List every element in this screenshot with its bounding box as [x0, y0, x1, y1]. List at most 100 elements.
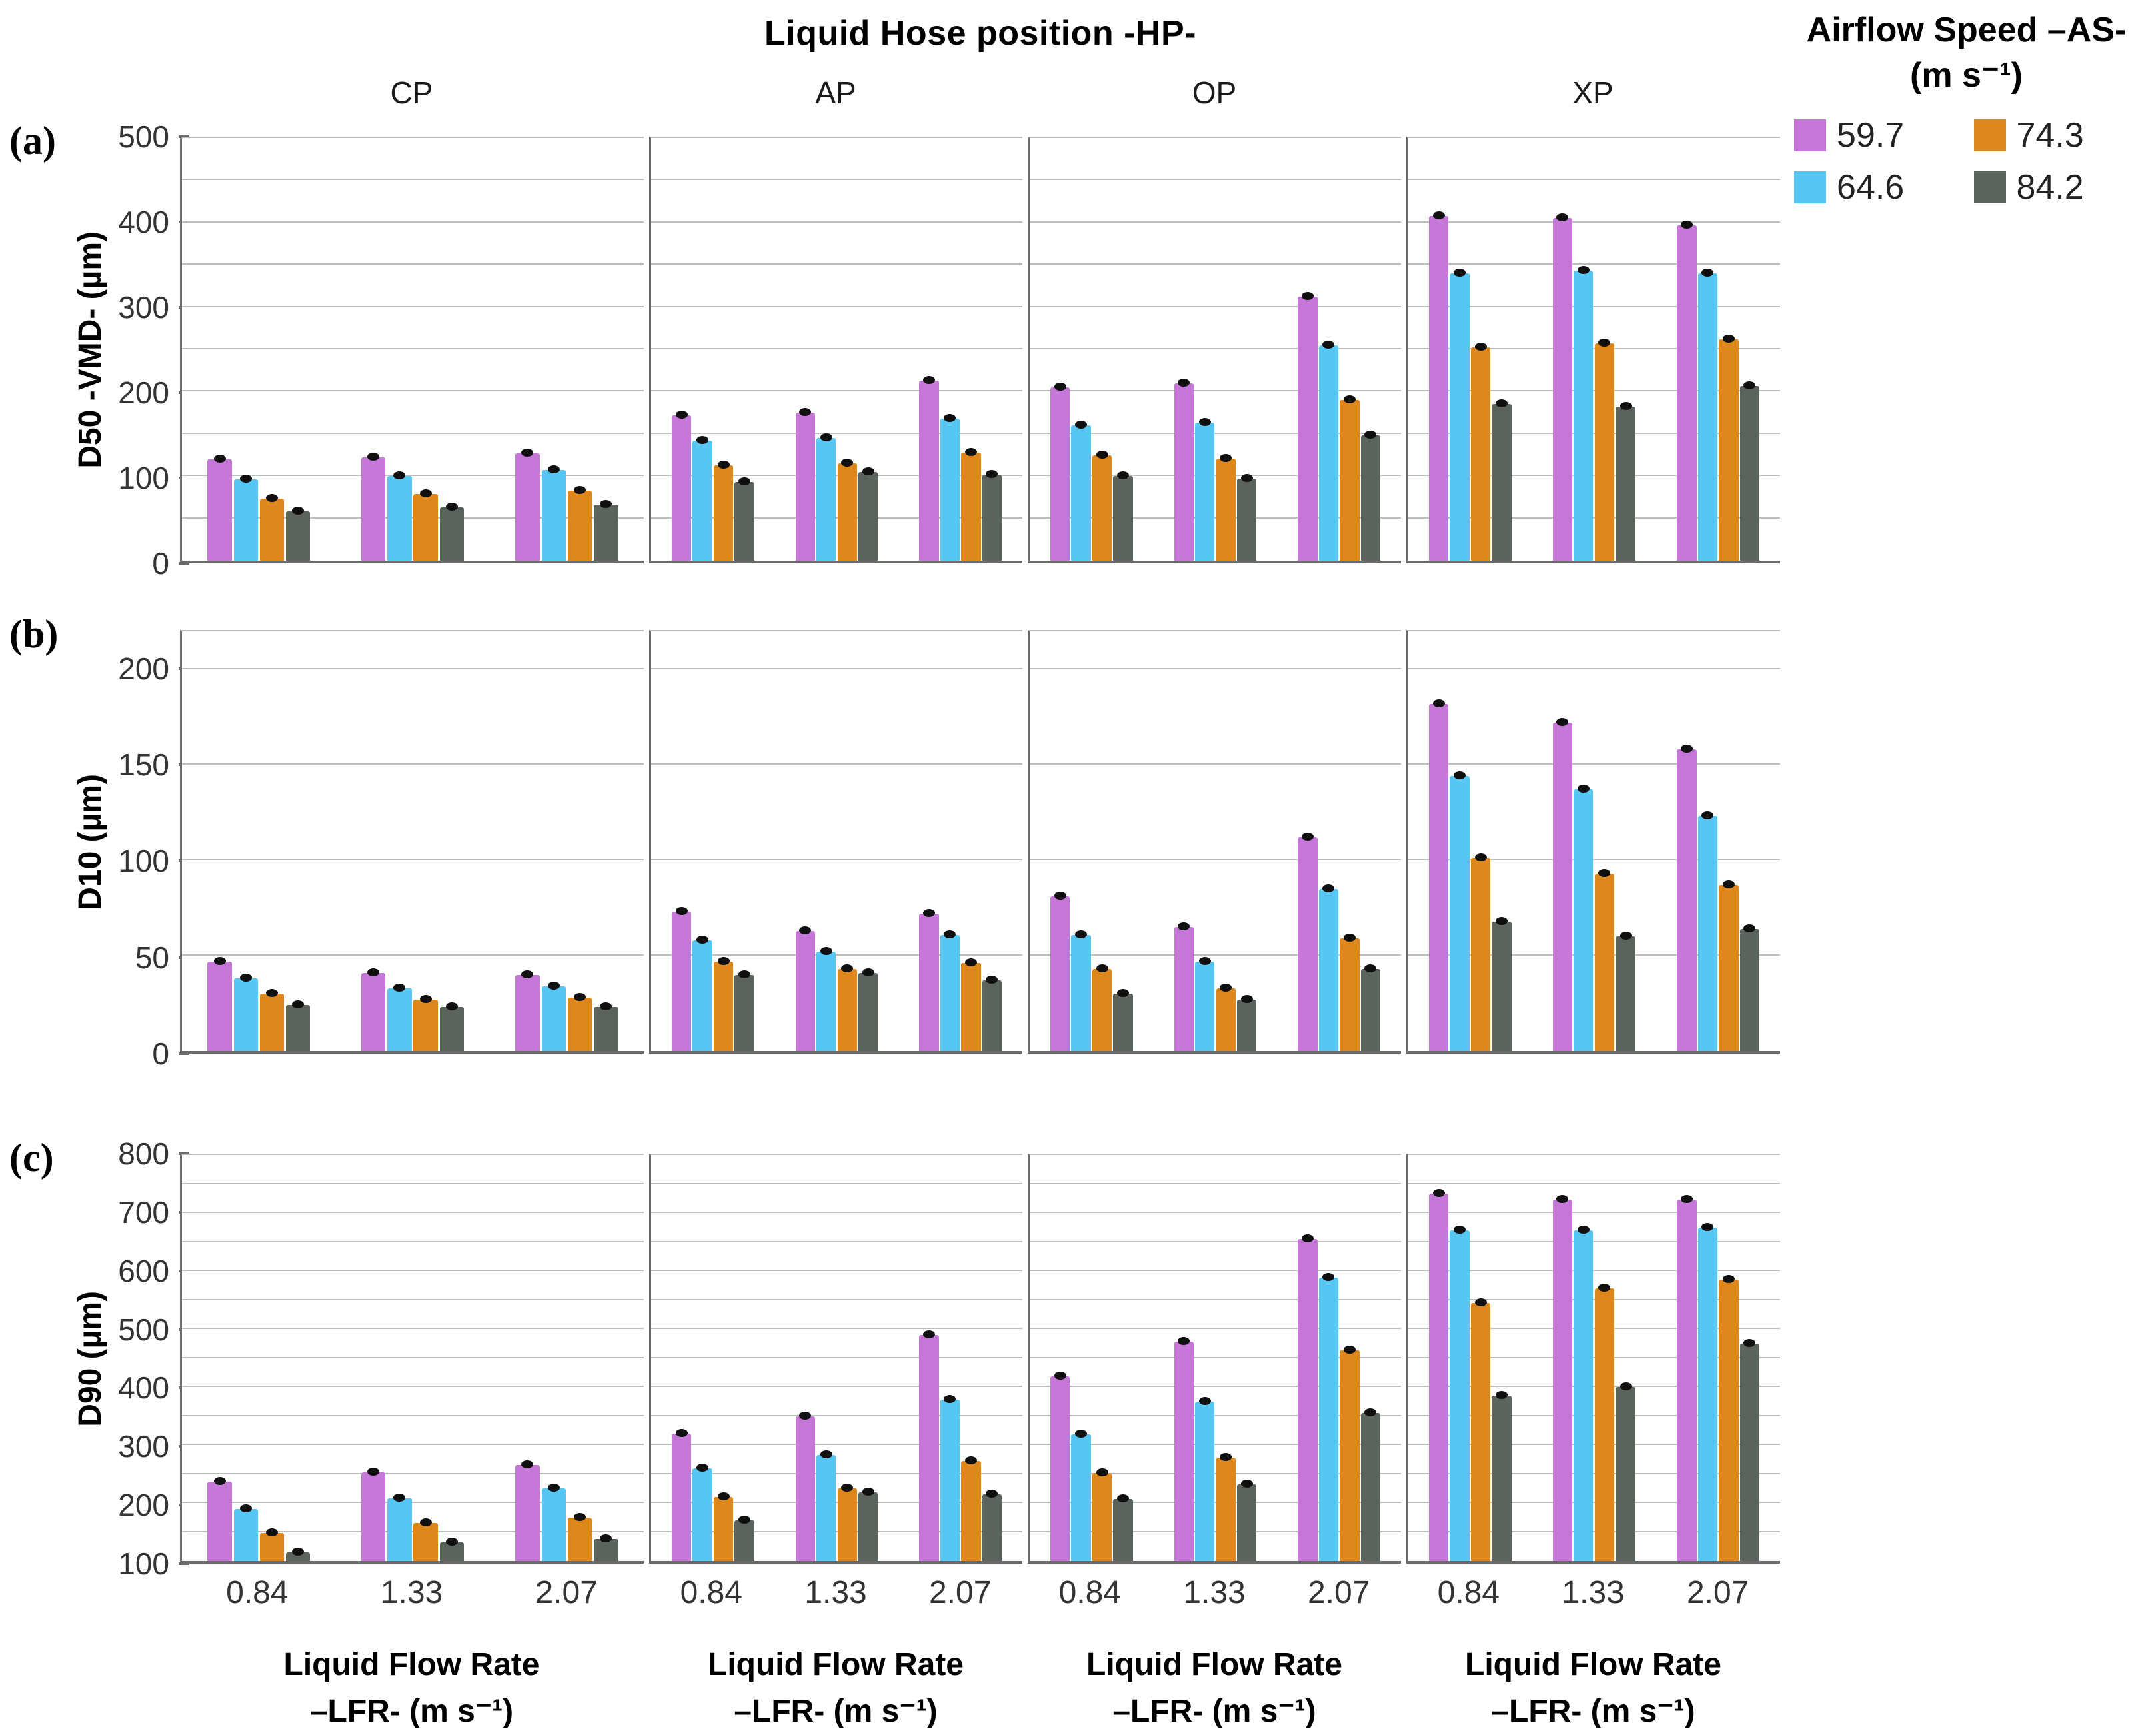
gridline [651, 1444, 1022, 1445]
error-bar-cap [1096, 450, 1108, 459]
bar-series-64.6 [940, 1395, 960, 1561]
bar-series-74.3 [713, 1492, 734, 1561]
x-tick-label: 0.84 [1058, 1575, 1122, 1610]
x-tick-labels: 0.84 1.33 2.07 [649, 1574, 1022, 1611]
gridline [1030, 763, 1401, 765]
bar-series-84.2 [1113, 1494, 1133, 1561]
bar-series-59.7 [919, 1330, 939, 1561]
gridline [651, 179, 1022, 181]
bar-series-74.3 [1092, 964, 1112, 1051]
bar-series-74.3 [1719, 880, 1739, 1051]
bar-series-84.2 [982, 469, 1002, 561]
legend-swatch-64-6 [1794, 171, 1826, 204]
gridline [1408, 1414, 1780, 1416]
error-bar-cap [1474, 343, 1487, 351]
error-bar-cap [265, 989, 278, 998]
gridline [182, 1356, 644, 1358]
y-tick-label: 700 [118, 1194, 189, 1230]
error-bar-cap [986, 1489, 998, 1498]
gridline [651, 221, 1022, 223]
error-bar-cap [964, 447, 977, 456]
bar-series-59.7 [1174, 378, 1194, 561]
gridline [1408, 348, 1780, 349]
error-bar-cap [393, 471, 406, 480]
legend-items: 59.7 64.6 74.3 84.2 [1785, 115, 2148, 207]
x-axis-title-xp: Liquid Flow Rate –LFR- (m s⁻¹) [1465, 1647, 1721, 1729]
error-bar-cap [1496, 399, 1508, 408]
bar-series-74.3 [1340, 934, 1360, 1051]
gridline [1030, 1414, 1401, 1416]
bar-series-64.6 [816, 1450, 836, 1561]
x-tick-label: 0.84 [680, 1575, 743, 1610]
bar-series-84.2 [1616, 1382, 1636, 1561]
error-bar-cap [1496, 1391, 1508, 1400]
error-bar-cap [841, 964, 854, 973]
bar-group [489, 631, 644, 1051]
bar-group [1532, 631, 1657, 1051]
chart-row-a: (a) D50 -VMD- (µm) 0 100 200 300 400 500 [0, 119, 1781, 579]
gridline [1030, 348, 1401, 349]
y-tick-label: 200 [118, 375, 189, 410]
error-bar-cap [600, 1534, 612, 1542]
x-tick-label: 2.07 [1307, 1575, 1370, 1610]
x-tick-label: 2.07 [928, 1575, 992, 1610]
bar-group [336, 1155, 490, 1561]
gridline [1408, 1530, 1780, 1532]
bar-series-84.2 [982, 1489, 1002, 1561]
error-bar-cap [1743, 381, 1756, 389]
error-bar-cap [1343, 934, 1356, 942]
y-tick-label: 0 [152, 546, 189, 581]
gridline [1408, 1298, 1780, 1300]
gridline [651, 859, 1022, 861]
bar-series-74.3 [713, 956, 734, 1051]
gridline [1030, 305, 1401, 307]
error-bar-cap [986, 976, 998, 984]
error-bar-cap [922, 909, 935, 918]
bar-series-59.7 [1677, 220, 1697, 561]
bar-series-74.3 [568, 485, 592, 561]
error-bar-cap [574, 992, 586, 1001]
bar-series-74.3 [259, 989, 285, 1051]
legend-swatch-84-2 [1973, 171, 2006, 204]
bar-series-64.6 [233, 974, 258, 1051]
error-bar-cap [367, 968, 380, 976]
bar-series-84.2 [1360, 964, 1381, 1051]
bar-series-64.6 [387, 471, 412, 561]
error-bar-cap [1680, 220, 1693, 229]
error-bar-cap [600, 500, 612, 509]
gridline [1030, 390, 1401, 392]
row-label-b: (b) [9, 612, 59, 656]
figure-title: Liquid Hose position -HP- [764, 14, 1196, 53]
panel-c-xp: 0.84 1.33 2.07 [1406, 1154, 1780, 1610]
gridline [1408, 1472, 1780, 1474]
gridline [651, 263, 1022, 265]
bar-series-84.2 [1492, 916, 1512, 1051]
error-bar-cap [1680, 1195, 1693, 1203]
gridline [1408, 517, 1780, 519]
bar-series-84.2 [1739, 1338, 1760, 1561]
legend-title-line1: Airflow Speed –AS- [1806, 11, 2127, 49]
column-header-op: OP [1192, 75, 1237, 110]
error-bar-cap [445, 503, 458, 511]
error-bar-cap [1178, 378, 1190, 387]
column-header-cp: CP [390, 75, 433, 110]
error-bar-cap [1474, 853, 1487, 862]
gridline [1030, 1502, 1401, 1503]
gridline [651, 1328, 1022, 1329]
bar-group [775, 631, 899, 1051]
y-axis-title-d90: D90 (µm) [72, 1290, 108, 1427]
x-axis-title-op: Liquid Flow Rate –LFR- (m s⁻¹) [1086, 1647, 1342, 1729]
gridline [1030, 1298, 1401, 1300]
bar-series-64.6 [541, 981, 566, 1051]
bar-series-74.3 [1594, 339, 1614, 561]
error-bar-cap [1722, 880, 1735, 889]
bar-group [489, 1155, 644, 1561]
bar-series-84.2 [594, 500, 618, 561]
bar-series-59.7 [1552, 213, 1572, 561]
error-bar-cap [1117, 989, 1130, 998]
gridline [1408, 305, 1780, 307]
bar-series-74.3 [1216, 453, 1236, 561]
bar-series-84.2 [285, 1000, 311, 1051]
gridline [1030, 432, 1401, 434]
bar-series-64.6 [387, 1494, 412, 1561]
